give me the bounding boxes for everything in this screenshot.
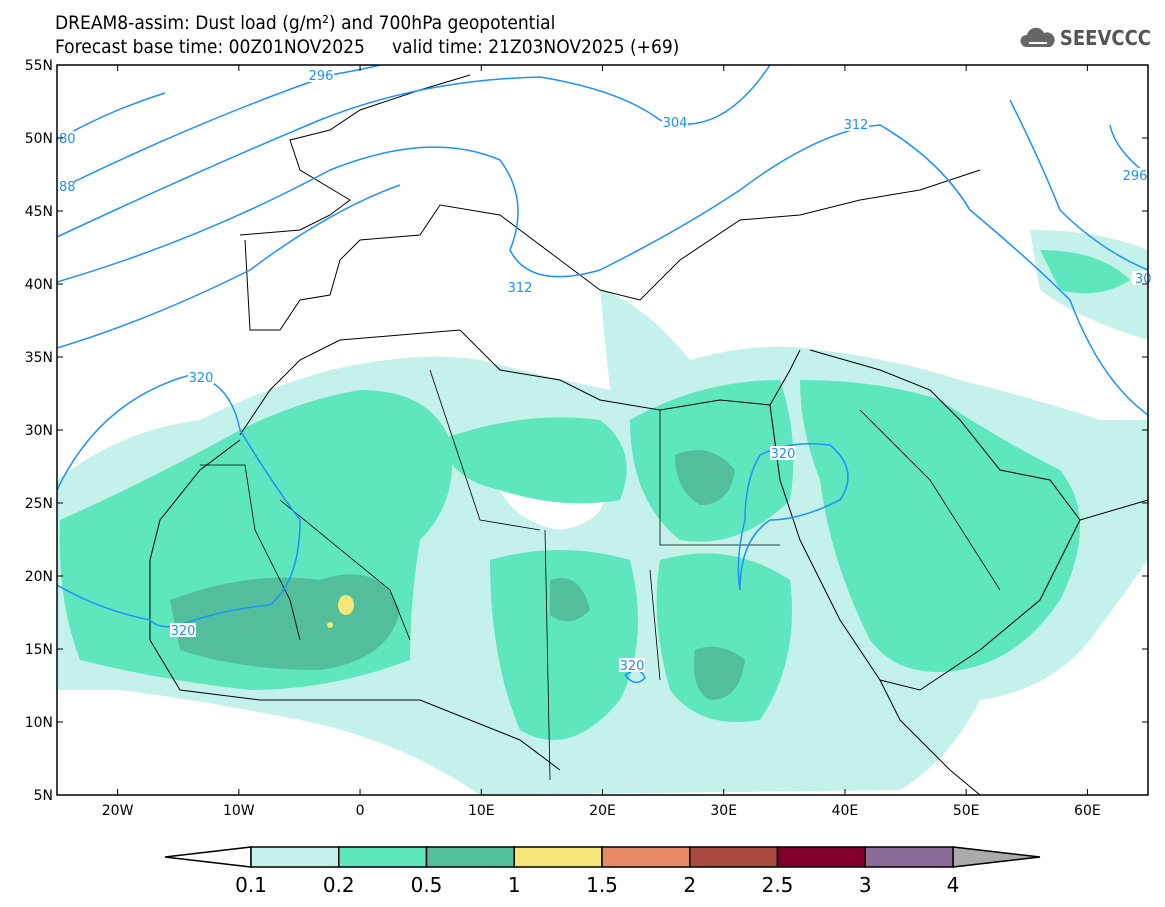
- country-borders: [200, 369, 1001, 781]
- colorbar-label: 0.2: [323, 873, 355, 897]
- dust-level-0.2: [656, 553, 792, 722]
- colorbar-label: 1.5: [586, 873, 618, 897]
- contour-label: 80: [59, 132, 76, 147]
- dust-field: [57, 230, 1148, 795]
- colorbar-label: 0.5: [411, 873, 443, 897]
- lon-label: 0: [356, 803, 365, 819]
- contour-label: 88: [59, 180, 76, 195]
- colorbar-swatch: [338, 846, 428, 868]
- colorbar: 0.1 0.2 0.5 1 1.5 2 2.5 3 4: [164, 846, 1041, 897]
- map-title: DREAM8-assim: Dust load (g/m²) and 700hP…: [55, 12, 556, 34]
- contour-label: 320: [771, 447, 796, 462]
- lon-label: 10E: [468, 803, 495, 819]
- colorbar-under-arrow: [164, 846, 252, 868]
- dust-level-1: [327, 622, 333, 628]
- dust-level-0.2: [1040, 250, 1130, 294]
- colorbar-label: 3: [859, 873, 872, 897]
- colorbar-label: 2.5: [762, 873, 794, 897]
- dust-level-0.5: [550, 578, 590, 622]
- contour-label: 312: [844, 118, 869, 133]
- forecast-times: Forecast base time: 00Z01NOV2025 valid t…: [55, 36, 680, 58]
- axis-ticks: 55N 50N 45N 40N 35N 30N 25N 20N 15N 10N 5N 20W 10W 0 1…: [25, 58, 1148, 819]
- geopotential-contours: [57, 65, 1148, 684]
- colorbar-swatch: [689, 846, 779, 868]
- lat-label: 35N: [25, 350, 53, 366]
- colorbar-label: 2: [683, 873, 696, 897]
- lon-label: 60E: [1074, 803, 1101, 819]
- colorbar-label: 1: [508, 873, 521, 897]
- colorbar-swatch: [601, 846, 691, 868]
- dust-level-0.5: [675, 450, 735, 505]
- seevccc-logo: SEEVCCC: [1020, 26, 1151, 50]
- dust-level-0.2: [490, 550, 638, 740]
- lat-label: 45N: [25, 204, 53, 220]
- contour-label: 30: [1135, 272, 1152, 287]
- contour-label: 312: [508, 281, 533, 296]
- contour-label: 296: [309, 69, 334, 84]
- dust-level-0.2: [440, 417, 627, 504]
- colorbar-swatch: [776, 846, 866, 868]
- colorbar-label: 4: [947, 873, 960, 897]
- lon-label: 30E: [710, 803, 737, 819]
- lat-label: 25N: [25, 496, 53, 512]
- contour-label: 320: [171, 624, 196, 639]
- cloud-icon: [1020, 27, 1055, 47]
- colorbar-swatch: [250, 846, 340, 868]
- lat-label: 30N: [25, 423, 53, 439]
- dust-level-0.2: [800, 380, 1080, 672]
- colorbar-swatch: [513, 846, 603, 868]
- logo-text: SEEVCCC: [1059, 26, 1151, 50]
- colorbar-swatch: [864, 846, 954, 868]
- contour-labels: 296 304 312 312 320 320 320 320 296 30 8…: [58, 68, 1152, 674]
- lat-label: 40N: [25, 277, 53, 293]
- contour-label: 320: [189, 371, 214, 386]
- lat-label: 20N: [25, 569, 53, 585]
- lon-label: 20W: [102, 803, 134, 819]
- contour-label: 320: [620, 659, 645, 674]
- lon-label: 20E: [589, 803, 616, 819]
- lat-label: 50N: [25, 131, 53, 147]
- colorbar-over-arrow: [952, 846, 1041, 868]
- dust-level-1: [338, 595, 354, 615]
- colorbar-label: 0.1: [235, 873, 267, 897]
- colorbar-swatch: [425, 846, 515, 868]
- contour-label: 296: [1123, 169, 1148, 184]
- lat-label: 55N: [25, 58, 53, 74]
- lat-label: 5N: [34, 788, 53, 804]
- lat-label: 15N: [25, 642, 53, 658]
- lat-label: 10N: [25, 715, 53, 731]
- lon-label: 10W: [223, 803, 255, 819]
- dust-level-0.5: [694, 646, 745, 700]
- contour-label: 304: [663, 116, 688, 131]
- lon-label: 40E: [832, 803, 859, 819]
- coastlines: [149, 74, 1148, 795]
- lon-label: 50E: [953, 803, 980, 819]
